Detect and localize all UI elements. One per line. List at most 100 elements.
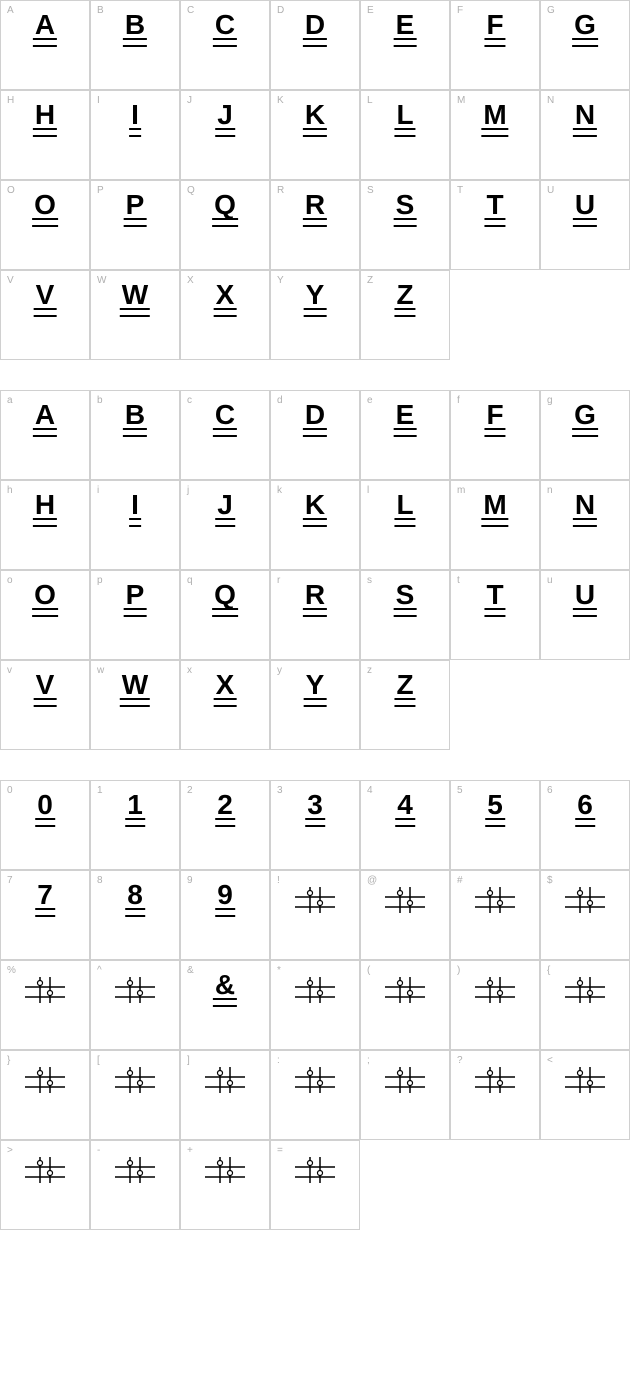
char-cell[interactable]: OO [0,180,90,270]
char-cell[interactable]: ( [360,960,450,1050]
char-cell[interactable]: ; [360,1050,450,1140]
char-cell[interactable]: sS [360,570,450,660]
char-cell[interactable]: iI [90,480,180,570]
char-cell[interactable]: RR [270,180,360,270]
char-cell[interactable]: xX [180,660,270,750]
char-glyph: R [305,579,325,611]
char-cell[interactable]: $ [540,870,630,960]
char-cell[interactable]: 44 [360,780,450,870]
char-cell[interactable]: = [270,1140,360,1230]
char-cell[interactable]: YY [270,270,360,360]
char-cell[interactable]: EE [360,0,450,90]
char-cell[interactable]: MM [450,90,540,180]
char-cell[interactable]: 00 [0,780,90,870]
char-cell[interactable]: ^ [90,960,180,1050]
char-cell[interactable]: SS [360,180,450,270]
char-cell[interactable]: 77 [0,870,90,960]
char-label: 5 [457,785,463,796]
char-cell[interactable]: wW [90,660,180,750]
char-cell[interactable]: qQ [180,570,270,660]
char-cell[interactable]: nN [540,480,630,570]
char-cell[interactable]: AA [0,0,90,90]
char-cell[interactable]: VV [0,270,90,360]
char-cell[interactable]: PP [90,180,180,270]
char-glyph: T [486,579,503,611]
char-cell[interactable]: TT [450,180,540,270]
char-cell[interactable]: XX [180,270,270,360]
char-cell[interactable]: ) [450,960,540,1050]
char-cell[interactable]: } [0,1050,90,1140]
char-cell[interactable]: ? [450,1050,540,1140]
char-glyph: F [486,9,503,41]
char-cell[interactable]: KK [270,90,360,180]
char-cell[interactable]: UU [540,180,630,270]
char-cell[interactable]: : [270,1050,360,1140]
char-cell[interactable]: mM [450,480,540,570]
char-glyph: 4 [397,789,413,821]
char-cell[interactable]: bB [90,390,180,480]
char-cell[interactable]: QQ [180,180,270,270]
char-cell[interactable]: ! [270,870,360,960]
char-cell[interactable]: ] [180,1050,270,1140]
char-cell[interactable]: - [90,1140,180,1230]
char-cell[interactable]: fF [450,390,540,480]
char-cell[interactable]: DD [270,0,360,90]
char-cell[interactable]: 99 [180,870,270,960]
char-cell[interactable]: cC [180,390,270,480]
char-label: n [547,485,553,496]
char-glyph: B [125,399,145,431]
char-cell[interactable]: BB [90,0,180,90]
char-cell[interactable]: + [180,1140,270,1230]
char-cell[interactable]: < [540,1050,630,1140]
char-cell[interactable]: jJ [180,480,270,570]
char-cell[interactable]: uU [540,570,630,660]
symbol-glyph-icon [565,975,605,1005]
char-cell[interactable]: [ [90,1050,180,1140]
char-label: l [367,485,369,496]
char-cell[interactable]: 88 [90,870,180,960]
char-cell[interactable]: WW [90,270,180,360]
char-cell[interactable]: hH [0,480,90,570]
char-cell[interactable]: HH [0,90,90,180]
symbol-glyph-icon [565,1065,605,1095]
char-cell[interactable]: II [90,90,180,180]
char-cell[interactable]: 33 [270,780,360,870]
char-label: 2 [187,785,193,796]
char-cell[interactable]: && [180,960,270,1050]
char-cell[interactable]: { [540,960,630,1050]
char-cell[interactable]: 55 [450,780,540,870]
char-cell[interactable]: 66 [540,780,630,870]
char-cell[interactable]: 11 [90,780,180,870]
char-cell[interactable]: pP [90,570,180,660]
char-cell[interactable]: gG [540,390,630,480]
char-cell[interactable]: FF [450,0,540,90]
char-label: q [187,575,193,586]
char-cell[interactable]: % [0,960,90,1050]
char-cell[interactable]: GG [540,0,630,90]
char-cell[interactable]: yY [270,660,360,750]
char-cell[interactable]: LL [360,90,450,180]
char-cell[interactable]: lL [360,480,450,570]
char-cell[interactable]: ZZ [360,270,450,360]
char-cell[interactable]: oO [0,570,90,660]
char-cell[interactable]: kK [270,480,360,570]
char-cell[interactable]: dD [270,390,360,480]
char-cell[interactable]: vV [0,660,90,750]
char-cell[interactable]: 22 [180,780,270,870]
char-cell[interactable]: > [0,1140,90,1230]
char-cell[interactable]: rR [270,570,360,660]
char-glyph: G [574,9,596,41]
char-cell[interactable]: eE [360,390,450,480]
char-cell[interactable]: * [270,960,360,1050]
char-cell[interactable]: @ [360,870,450,960]
char-glyph: 7 [37,879,53,911]
char-cell[interactable]: tT [450,570,540,660]
char-cell[interactable]: zZ [360,660,450,750]
char-cell[interactable]: # [450,870,540,960]
char-cell[interactable]: CC [180,0,270,90]
char-cell[interactable]: aA [0,390,90,480]
char-label: w [97,665,104,676]
char-cell[interactable]: NN [540,90,630,180]
char-cell[interactable]: JJ [180,90,270,180]
char-label: K [277,95,284,106]
